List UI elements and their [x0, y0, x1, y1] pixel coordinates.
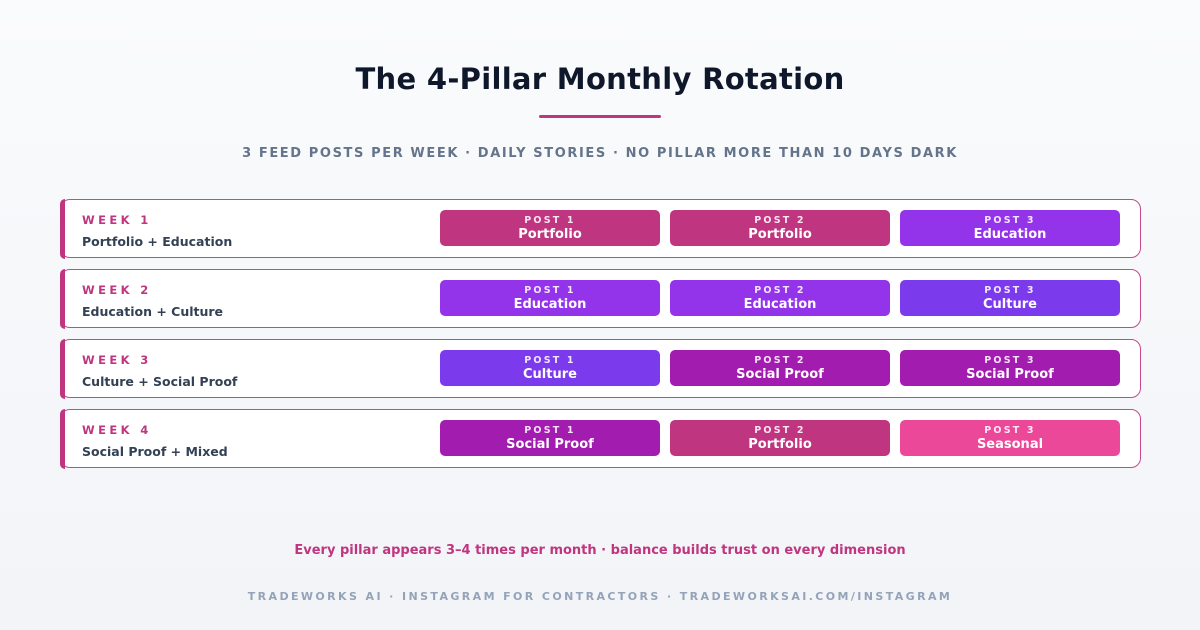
- post-number: POST 1: [524, 285, 576, 296]
- post-number: POST 1: [524, 355, 576, 366]
- post-number: POST 2: [754, 425, 806, 436]
- post-pillar: Social Proof: [506, 437, 594, 452]
- post-card: POST 1 Portfolio: [440, 210, 660, 246]
- post-number: POST 1: [524, 425, 576, 436]
- post-card: POST 3 Social Proof: [900, 350, 1120, 386]
- post-card: POST 3 Seasonal: [900, 420, 1120, 456]
- post-number: POST 2: [754, 285, 806, 296]
- week-label: WEEK 2: [82, 283, 152, 297]
- post-number: POST 2: [754, 355, 806, 366]
- post-number: POST 3: [984, 215, 1036, 226]
- post-pillar: Portfolio: [748, 227, 812, 242]
- week-label: WEEK 4: [82, 423, 152, 437]
- page-subtitle: 3 FEED POSTS PER WEEK · DAILY STORIES · …: [242, 146, 958, 161]
- week-rotation-list: WEEK 1 Portfolio + Education POST 1 Port…: [59, 198, 1141, 479]
- post-pillar: Education: [743, 297, 817, 312]
- week-description: Social Proof + Mixed: [82, 444, 228, 459]
- post-card: POST 2 Education: [670, 280, 890, 316]
- footer-brand: TRADEWORKS AI · INSTAGRAM FOR CONTRACTOR…: [247, 590, 953, 603]
- post-card: POST 1 Social Proof: [440, 420, 660, 456]
- post-number: POST 3: [984, 285, 1036, 296]
- week-row-3: WEEK 3 Culture + Social Proof POST 1 Cul…: [59, 338, 1141, 399]
- post-pillar: Social Proof: [736, 367, 824, 382]
- footer-note: Every pillar appears 3–4 times per month…: [294, 543, 906, 558]
- post-pillar: Education: [973, 227, 1047, 242]
- post-pillar: Portfolio: [748, 437, 812, 452]
- week-description: Culture + Social Proof: [82, 374, 238, 389]
- post-pillar: Education: [513, 297, 587, 312]
- post-card: POST 1 Culture: [440, 350, 660, 386]
- post-pillar: Portfolio: [518, 227, 582, 242]
- page-title: The 4-Pillar Monthly Rotation: [355, 62, 845, 96]
- post-card: POST 2 Social Proof: [670, 350, 890, 386]
- post-number: POST 3: [984, 355, 1036, 366]
- week-row-4: WEEK 4 Social Proof + Mixed POST 1 Socia…: [59, 408, 1141, 469]
- week-label: WEEK 1: [82, 213, 152, 227]
- week-description: Education + Culture: [82, 304, 224, 319]
- post-number: POST 1: [524, 215, 576, 226]
- post-number: POST 3: [984, 425, 1036, 436]
- post-card: POST 1 Education: [440, 280, 660, 316]
- post-pillar: Social Proof: [966, 367, 1054, 382]
- post-card: POST 3 Education: [900, 210, 1120, 246]
- week-label: WEEK 3: [82, 353, 152, 367]
- post-pillar: Culture: [523, 367, 577, 382]
- week-row-1: WEEK 1 Portfolio + Education POST 1 Port…: [59, 198, 1141, 259]
- week-row-2: WEEK 2 Education + Culture POST 1 Educat…: [59, 268, 1141, 329]
- post-pillar: Culture: [983, 297, 1037, 312]
- title-underline: [539, 115, 661, 118]
- post-card: POST 3 Culture: [900, 280, 1120, 316]
- post-card: POST 2 Portfolio: [670, 210, 890, 246]
- week-description: Portfolio + Education: [82, 234, 233, 249]
- post-number: POST 2: [754, 215, 806, 226]
- post-card: POST 2 Portfolio: [670, 420, 890, 456]
- post-pillar: Seasonal: [976, 437, 1044, 452]
